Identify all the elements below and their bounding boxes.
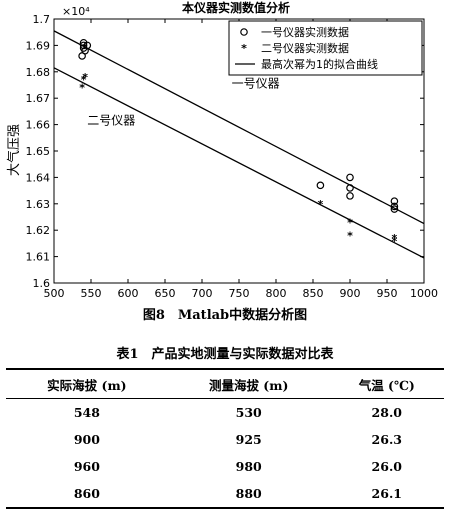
star-point: * [318, 198, 324, 211]
x-tick-label: 900 [340, 287, 361, 300]
cell-measured-altitude: 880 [167, 480, 330, 509]
header-actual-altitude: 实际海拔 (m) [6, 368, 168, 399]
star-point: * [81, 74, 87, 87]
star-point: * [392, 232, 398, 245]
x-tick-label: 600 [118, 287, 139, 300]
circle-point [346, 184, 354, 192]
star-point: * [79, 82, 85, 95]
curve-annotation: 一号仪器 [232, 77, 280, 91]
cell-actual-altitude: 960 [73, 459, 100, 474]
y-tick-label: 1.69 [26, 39, 51, 52]
star-point: * [347, 216, 353, 229]
y-tick-label: 1.61 [26, 251, 51, 264]
x-tick-label: 800 [266, 287, 287, 300]
cell-actual-altitude: 548 [73, 405, 100, 420]
star-point: * [392, 235, 398, 248]
cell-temperature: 28.0 [371, 405, 402, 420]
x-tick-label: 650 [155, 287, 176, 300]
x-tick-label: 950 [377, 287, 398, 300]
cell-temperature: 26.1 [329, 480, 444, 509]
figure-caption: 图8 Matlab中数据分析图 [142, 308, 308, 323]
circle-point [390, 197, 399, 205]
x-tick-label: 500 [44, 287, 65, 300]
legend-label: 一号仪器实测数据 [261, 25, 349, 39]
table-row: 860 880 26.1 [6, 480, 444, 509]
circle-point [390, 202, 399, 211]
legend-box [228, 20, 423, 76]
axis-ticks: 500 550 600 650 700 750 800 850 900 950 1000 1.6 1.6… [26, 13, 439, 300]
y-tick-label: 1.67 [26, 92, 51, 105]
header-temperature: 气温 (℃) [329, 368, 444, 399]
legend-label: 二号仪器实测数据 [261, 41, 349, 55]
cell-actual-altitude: 860 [6, 480, 168, 509]
circle-point [346, 192, 354, 200]
x-tick-label: 850 [303, 287, 324, 300]
circle-point [79, 41, 88, 50]
matlab-chart: 本仪器实测数值分析 ×10⁴ 大气压强 500 550 600 650 700 750 80… [6, 0, 439, 300]
cell-actual-altitude: 900 [73, 432, 100, 447]
data-points: ****** ** [78, 38, 399, 248]
comparison-table: 实际海拔 (m) 测量海拔 (m) 气温 (℃) 548 530 28.0 90… [6, 368, 444, 509]
chart-title: 本仪器实测数值分析 [182, 0, 290, 15]
y-tick-label: 1.68 [26, 66, 51, 79]
y-tick-label: 1.66 [26, 119, 51, 132]
y-tick-label: 1.6 [33, 277, 51, 290]
cell-temperature: 26.3 [371, 432, 402, 447]
fit-line [53, 30, 425, 225]
header-measured-altitude: 测量海拔 (m) [167, 368, 330, 399]
y-tick-label: 1.62 [26, 224, 51, 237]
x-tick-label: 1000 [410, 287, 438, 300]
cell-measured-altitude: 530 [235, 405, 262, 420]
table-row: 960 980 26.0 [6, 453, 444, 480]
y-exponent-label: ×10⁴ [62, 5, 90, 18]
table-row: 548 530 28.0 [6, 399, 444, 427]
x-tick-label: 700 [192, 287, 213, 300]
fit-lines [53, 30, 425, 259]
x-tick-label: 750 [229, 287, 250, 300]
legend-label: 最高次幂为1的拟合曲线 [261, 57, 378, 71]
y-tick-label: 1.7 [33, 13, 51, 26]
circle-point [346, 173, 354, 182]
y-tick-label: 1.64 [26, 171, 51, 184]
y-tick-label: 1.65 [26, 145, 51, 158]
cell-measured-altitude: 980 [235, 459, 262, 474]
circle-point [316, 181, 325, 190]
circle-point [83, 41, 92, 50]
circle-point [390, 205, 399, 213]
legend-circle-marker [240, 28, 248, 36]
cell-measured-altitude: 925 [235, 432, 262, 447]
cell-temperature: 26.0 [371, 459, 402, 474]
y-tick-label: 1.63 [26, 198, 51, 211]
table-title: 表1 产品实地测量与实际数据对比表 [116, 347, 334, 362]
x-tick-label: 550 [81, 287, 102, 300]
star-point: * [347, 229, 353, 242]
circle-point [78, 52, 86, 60]
y-axis-label: 大气压强 [6, 124, 22, 176]
star-point: * [82, 71, 88, 84]
legend-star-marker: * [241, 42, 247, 55]
fit-line [53, 67, 425, 259]
table-row: 900 925 26.3 [6, 426, 444, 453]
curve-annotation: 二号仪器 [87, 114, 135, 128]
